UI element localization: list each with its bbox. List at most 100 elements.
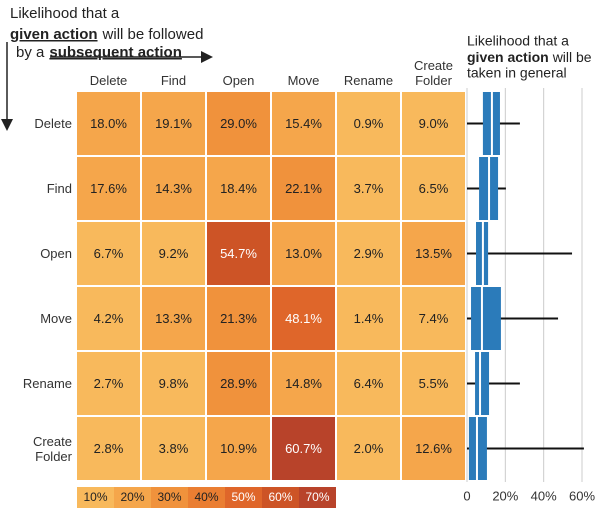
x-tick-label: 0 <box>463 488 470 503</box>
annotation-emphasis: subsequent action <box>49 44 182 61</box>
cell-label: 6.4% <box>354 376 384 391</box>
cell-label: 1.4% <box>354 311 384 326</box>
row-label: Delete <box>34 116 72 131</box>
cell-label: 3.7% <box>354 181 384 196</box>
heatmap-cell <box>207 287 270 350</box>
cell-label: 29.0% <box>220 116 257 131</box>
box <box>475 352 490 415</box>
row-label: Move <box>40 311 72 326</box>
cell-label: 60.7% <box>285 441 322 456</box>
heatmap-cell <box>402 287 465 350</box>
row-label: Find <box>46 181 72 196</box>
heatmap-cell <box>77 157 140 220</box>
heatmap-cell <box>77 287 140 350</box>
heatmap-cell <box>337 222 400 285</box>
cell-label: 2.7% <box>94 376 124 391</box>
legend-label: 60% <box>268 490 292 504</box>
heatmap-cell <box>272 222 335 285</box>
legend-swatch <box>77 487 114 508</box>
legend-label: 10% <box>83 490 107 504</box>
box <box>471 287 501 350</box>
heatmap-cell <box>207 417 270 480</box>
heatmap-cell <box>142 92 205 155</box>
legend-swatch <box>151 487 188 508</box>
column-label: Create Folder <box>413 58 454 88</box>
cell-label: 14.8% <box>285 376 322 391</box>
legend-swatch <box>225 487 262 508</box>
row-label: Open <box>40 246 72 261</box>
legend-label: 20% <box>120 490 144 504</box>
column-label: Open <box>222 73 255 88</box>
row-label: Rename <box>22 376 72 391</box>
cell-label: 9.8% <box>159 376 189 391</box>
cell-label: 2.0% <box>354 441 384 456</box>
cell-label: 18.0% <box>90 116 127 131</box>
heatmap-cell <box>207 222 270 285</box>
cell-label: 9.2% <box>159 246 189 261</box>
annotation-emphasis: given action <box>467 49 549 65</box>
legend-swatch <box>299 487 336 508</box>
heatmap-cell <box>207 352 270 415</box>
annotation-line: Likelihood that a <box>467 33 569 49</box>
annotation-text: by a <box>16 44 45 61</box>
heatmap-cell <box>337 287 400 350</box>
heatmap-cell <box>337 352 400 415</box>
legend-label: 40% <box>194 490 218 504</box>
annotation-text: will be <box>552 49 592 65</box>
heatmap-cell <box>142 352 205 415</box>
heatmap-cell <box>272 352 335 415</box>
heatmap-cell <box>337 157 400 220</box>
legend-swatch <box>188 487 225 508</box>
heatmap-cell <box>402 417 465 480</box>
heatmap-cell <box>272 417 335 480</box>
cell-label: 2.9% <box>354 246 384 261</box>
heatmap-cell <box>77 352 140 415</box>
cell-label: 6.7% <box>94 246 124 261</box>
heatmap-cell <box>337 417 400 480</box>
heatmap-cell <box>207 92 270 155</box>
cell-label: 19.1% <box>155 116 192 131</box>
x-tick-label: 20% <box>492 488 518 503</box>
cell-label: 13.5% <box>415 246 452 261</box>
heatmap-cell <box>402 352 465 415</box>
cell-label: 13.0% <box>285 246 322 261</box>
annotation-line: given action will be <box>467 49 592 65</box>
annotation-line: given action will be followed <box>10 26 203 43</box>
heatmap-cell <box>77 92 140 155</box>
cell-label: 4.2% <box>94 311 124 326</box>
annotation-text: will be followed <box>102 26 204 43</box>
cell-label: 10.9% <box>220 441 257 456</box>
cell-label: 54.7% <box>220 246 257 261</box>
x-tick-label: 60% <box>569 488 595 503</box>
cell-label: 2.8% <box>94 441 124 456</box>
cell-label: 28.9% <box>220 376 257 391</box>
cell-label: 17.6% <box>90 181 127 196</box>
heatmap-cell <box>142 287 205 350</box>
cell-label: 3.8% <box>159 441 189 456</box>
legend-label: 30% <box>157 490 181 504</box>
heatmap-cell <box>337 92 400 155</box>
legend-swatch <box>114 487 151 508</box>
cell-label: 15.4% <box>285 116 322 131</box>
heatmap-cell <box>402 92 465 155</box>
annotation-line: taken in general <box>467 65 567 81</box>
cell-label: 9.0% <box>419 116 449 131</box>
cell-label: 22.1% <box>285 181 322 196</box>
legend-swatch <box>262 487 299 508</box>
heatmap-cell <box>77 222 140 285</box>
heatmap-cell <box>402 157 465 220</box>
legend-label: 50% <box>231 490 255 504</box>
cell-label: 14.3% <box>155 181 192 196</box>
heatmap-cell <box>142 157 205 220</box>
heatmap-cell <box>272 287 335 350</box>
heatmap-cell <box>142 222 205 285</box>
cell-label: 6.5% <box>419 181 449 196</box>
legend-label: 70% <box>305 490 329 504</box>
heatmap-cell <box>402 222 465 285</box>
heatmap-cell <box>272 157 335 220</box>
column-label: Rename <box>343 73 394 88</box>
column-label: Delete <box>89 73 128 88</box>
annotation-line: Likelihood that a <box>10 5 120 22</box>
